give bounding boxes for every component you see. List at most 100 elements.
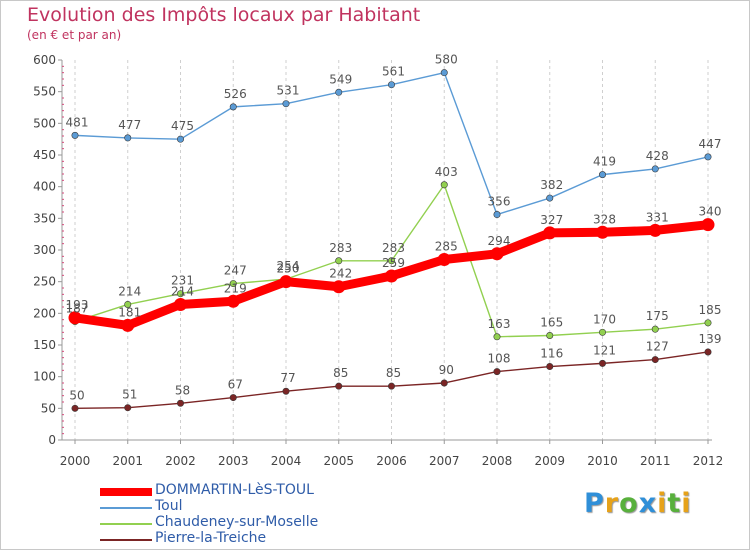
- data-label-toul: 419: [593, 155, 616, 169]
- logo-letter: i: [681, 488, 692, 519]
- legend-label-chaudeney: Chaudeney-sur-Moselle: [155, 514, 319, 530]
- x-tick-label: 2000: [60, 454, 91, 468]
- data-label-pierre: 58: [175, 383, 190, 397]
- data-point-toul: [598, 171, 606, 179]
- legend-swatch-toul: [100, 507, 152, 509]
- logo-letter: i: [657, 488, 668, 519]
- data-point-dommartin: [437, 253, 451, 266]
- data-label-pierre: 51: [122, 388, 137, 402]
- data-point-toul: [440, 69, 448, 77]
- data-point-chaudeney: [704, 319, 712, 327]
- legend-swatch-chaudeney: [100, 523, 152, 525]
- data-label-pierre: 116: [540, 347, 563, 361]
- data-label-toul: 481: [66, 115, 89, 129]
- legend-label-toul: Toul: [155, 498, 183, 514]
- data-label-toul: 356: [488, 195, 511, 209]
- data-label-pierre: 85: [386, 366, 401, 380]
- data-label-chaudeney: 214: [118, 284, 141, 298]
- data-label-dommartin: 285: [435, 240, 458, 254]
- data-point-pierre: [229, 394, 237, 402]
- chart-title: Evolution des Impôts locaux par Habitant: [27, 4, 421, 26]
- x-tick-label: 2012: [693, 454, 724, 468]
- data-point-pierre: [546, 363, 554, 371]
- data-label-toul: 561: [382, 65, 405, 79]
- data-point-dommartin: [68, 311, 82, 325]
- data-label-dommartin: 219: [224, 281, 247, 295]
- data-label-pierre: 67: [228, 378, 243, 392]
- data-point-toul: [124, 134, 132, 142]
- x-tick-label: 2010: [587, 454, 618, 468]
- y-tick-label: 600: [33, 53, 56, 67]
- data-label-dommartin: 214: [171, 284, 194, 298]
- y-tick-label: 500: [33, 116, 56, 130]
- x-tick-label: 2003: [218, 454, 249, 468]
- x-tick-label: 2001: [112, 454, 143, 468]
- data-label-pierre: 127: [646, 340, 669, 354]
- x-tick-label: 2007: [429, 454, 460, 468]
- logo-letter: P: [584, 488, 605, 519]
- y-tick-label: 300: [33, 243, 56, 257]
- data-label-toul: 531: [277, 84, 300, 98]
- data-point-toul: [546, 194, 554, 202]
- data-label-chaudeney: 185: [699, 303, 722, 317]
- data-point-chaudeney: [651, 325, 659, 333]
- data-point-toul: [651, 165, 659, 173]
- y-tick-label: 350: [33, 211, 56, 225]
- series-layer: [68, 69, 715, 412]
- data-point-chaudeney: [493, 333, 501, 341]
- data-label-dommartin: 327: [540, 213, 563, 227]
- y-tick-label: 0: [48, 433, 56, 447]
- data-label-dommartin: 250: [277, 262, 300, 276]
- data-label-toul: 428: [646, 149, 669, 163]
- data-point-dommartin: [385, 269, 398, 283]
- data-point-dommartin: [648, 223, 662, 237]
- x-tick-label: 2011: [640, 454, 671, 468]
- logo-letter: t: [667, 488, 682, 519]
- legend-swatch-pierre: [100, 539, 152, 541]
- data-point-dommartin: [490, 247, 504, 261]
- data-label-dommartin: 259: [382, 256, 405, 270]
- data-point-pierre: [387, 382, 395, 390]
- data-point-dommartin: [174, 297, 187, 311]
- data-point-toul: [71, 131, 79, 139]
- data-point-pierre: [335, 382, 343, 390]
- data-point-chaudeney: [124, 300, 132, 308]
- data-label-toul: 526: [224, 87, 247, 101]
- x-tick-label: 2008: [482, 454, 513, 468]
- data-point-toul: [493, 211, 501, 219]
- logo-letter: o: [619, 488, 639, 519]
- logo-letter: x: [638, 488, 658, 519]
- data-label-chaudeney: 283: [382, 241, 405, 255]
- data-label-dommartin: 328: [593, 212, 616, 226]
- chart-subtitle: (en € et par an): [27, 28, 122, 42]
- data-label-layer: 193 181 214 219 250 242 259 285 294 327 328 331 340 4…: [66, 53, 722, 403]
- logo-letter: r: [604, 488, 620, 519]
- data-label-toul: 580: [435, 53, 458, 67]
- data-label-chaudeney: 247: [224, 264, 247, 278]
- data-point-dommartin: [121, 318, 135, 332]
- legend-swatch-dommartin: [100, 488, 152, 496]
- legend-label-pierre: Pierre-la-Treiche: [155, 530, 267, 546]
- y-tick-label: 100: [33, 370, 56, 384]
- data-point-pierre: [704, 348, 712, 356]
- data-label-pierre: 77: [280, 371, 295, 385]
- data-label-chaudeney: 170: [593, 312, 616, 326]
- data-point-chaudeney: [440, 181, 448, 189]
- data-label-toul: 549: [329, 72, 352, 86]
- y-tick-label: 250: [33, 275, 56, 289]
- data-label-pierre: 108: [488, 352, 511, 366]
- data-point-toul: [282, 100, 290, 108]
- data-label-pierre: 121: [593, 343, 616, 357]
- data-point-pierre: [177, 399, 185, 407]
- data-label-pierre: 139: [699, 332, 722, 346]
- data-label-dommartin: 294: [488, 234, 511, 248]
- data-label-toul: 447: [699, 137, 722, 151]
- y-tick-label: 400: [33, 180, 56, 194]
- data-label-chaudeney: 165: [540, 316, 563, 330]
- data-label-pierre: 85: [333, 366, 348, 380]
- axis-layer: 0501001502002503003504004505005506002000…: [33, 53, 723, 468]
- data-label-chaudeney: 163: [488, 317, 511, 331]
- data-label-chaudeney: 403: [435, 165, 458, 179]
- y-tick-label: 450: [33, 148, 56, 162]
